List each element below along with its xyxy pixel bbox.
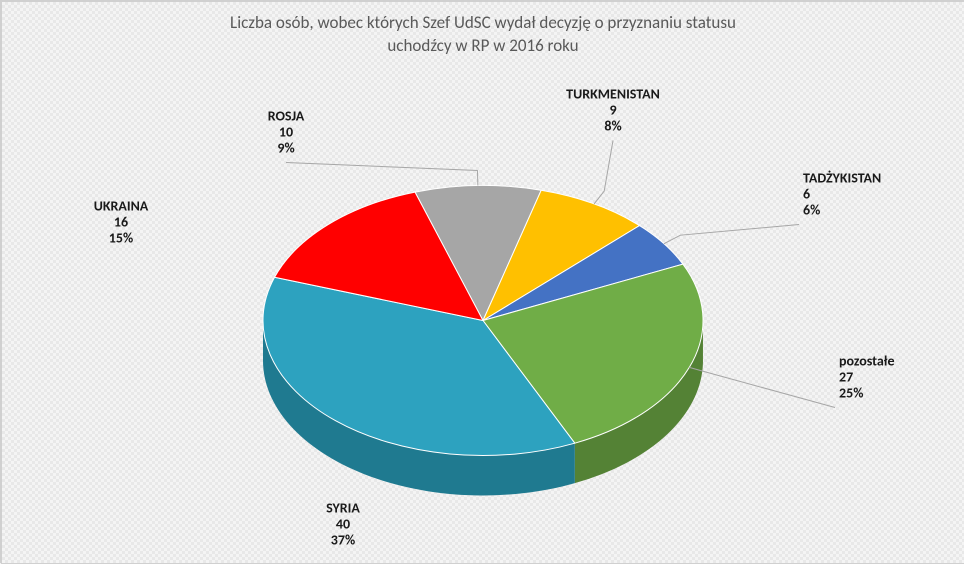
- data-label-rosja: ROSJA109%: [268, 108, 305, 157]
- leader-line: [689, 367, 835, 407]
- pie-chart: ROSJA109% TURKMENISTAN98% TADŻYKISTAN66% po…: [1, 21, 964, 564]
- data-label-pozostałe: pozostałe2725%: [839, 353, 895, 402]
- leader-line: [664, 225, 799, 244]
- data-label-ukraina: UKRAINA1615%: [94, 198, 149, 247]
- data-label-tadżykistan: TADŻYKISTAN66%: [803, 170, 881, 219]
- leader-line: [286, 163, 478, 186]
- leader-line: [594, 141, 613, 204]
- data-label-turkmenistan: TURKMENISTAN98%: [566, 86, 660, 135]
- data-label-syria: SYRIA4037%: [326, 500, 360, 549]
